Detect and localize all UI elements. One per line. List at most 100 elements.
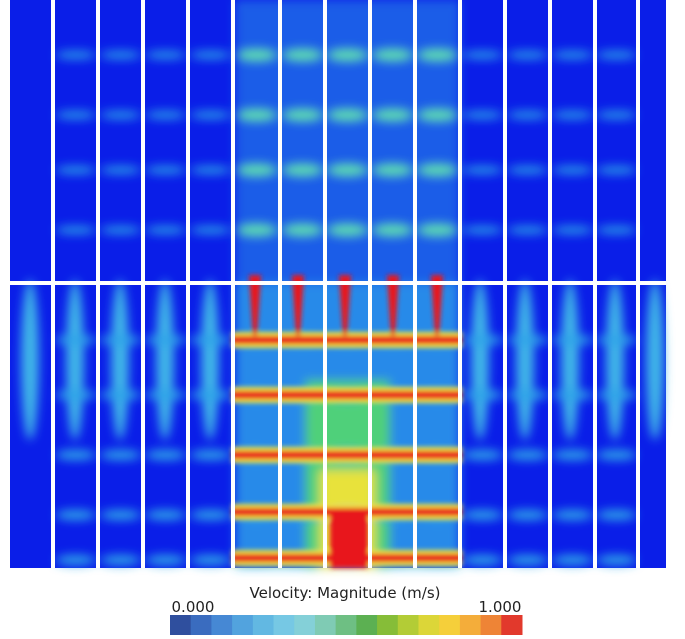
streak — [145, 226, 186, 234]
streak — [55, 226, 96, 234]
colorbar-max: 1.000 — [479, 598, 522, 616]
streak — [596, 51, 637, 59]
streak — [55, 555, 96, 565]
streak — [552, 166, 593, 174]
streak — [327, 224, 368, 236]
streak — [462, 335, 503, 345]
streak — [236, 164, 277, 176]
jet-hot — [339, 275, 351, 335]
colorbar-swatch — [294, 615, 316, 635]
colorbar — [170, 615, 523, 635]
streak — [100, 166, 141, 174]
streak — [372, 224, 413, 236]
colorbar-swatch — [273, 615, 295, 635]
streak — [327, 49, 368, 61]
streak — [100, 51, 141, 59]
streak — [145, 390, 186, 400]
jet — [66, 280, 84, 440]
streak — [190, 335, 231, 345]
band — [232, 391, 462, 399]
streak — [282, 109, 323, 121]
colorbar-swatch — [314, 615, 337, 635]
streak — [372, 164, 413, 176]
streak — [190, 555, 231, 565]
streak — [596, 166, 637, 174]
streak — [100, 555, 141, 565]
streak — [190, 111, 231, 119]
colorbar-min: 0.000 — [172, 598, 215, 616]
jet — [516, 280, 534, 440]
streak — [55, 390, 96, 400]
jet-hot — [387, 275, 399, 335]
streak — [507, 51, 548, 59]
streak — [327, 109, 368, 121]
streak — [145, 335, 186, 345]
band — [232, 508, 462, 516]
streak — [417, 224, 458, 236]
streak — [282, 224, 323, 236]
streak — [190, 226, 231, 234]
streak — [462, 226, 503, 234]
streak — [552, 390, 593, 400]
jet — [606, 280, 624, 440]
streak — [327, 164, 368, 176]
colorbar-swatch — [170, 615, 192, 635]
jet — [156, 280, 174, 440]
streak — [507, 166, 548, 174]
jet-hot — [249, 275, 261, 335]
jet-hot — [431, 275, 443, 335]
jet — [111, 280, 129, 440]
streak — [417, 49, 458, 61]
streak — [552, 510, 593, 520]
jet-hot — [292, 275, 304, 335]
streak — [462, 510, 503, 520]
colorbar-swatch — [480, 615, 502, 635]
band — [232, 451, 462, 459]
colorbar-swatch — [335, 615, 357, 635]
colorbar-swatch — [252, 615, 275, 635]
streak — [462, 450, 503, 460]
streak — [55, 335, 96, 345]
streak — [372, 49, 413, 61]
streak — [145, 450, 186, 460]
streak — [507, 390, 548, 400]
jet — [561, 280, 579, 440]
streak — [552, 51, 593, 59]
colorbar-swatch — [501, 615, 523, 635]
colorbar-swatch — [190, 615, 212, 635]
streak — [552, 335, 593, 345]
streak — [55, 510, 96, 520]
streak — [145, 166, 186, 174]
streak — [507, 111, 548, 119]
streak — [552, 226, 593, 234]
streak — [372, 109, 413, 121]
streak — [100, 111, 141, 119]
colorbar-swatch — [232, 615, 254, 635]
colorbar-swatch — [397, 615, 419, 635]
jet — [646, 280, 664, 440]
flow-hot — [232, 275, 462, 568]
streak — [282, 49, 323, 61]
streak — [462, 555, 503, 565]
streak — [596, 510, 637, 520]
streak — [55, 166, 96, 174]
streak — [552, 111, 593, 119]
streak — [55, 450, 96, 460]
streak — [145, 510, 186, 520]
streak — [236, 109, 277, 121]
jet-base — [330, 515, 368, 568]
streak — [596, 111, 637, 119]
velocity-contour — [10, 0, 666, 568]
grid-bar — [10, 281, 666, 285]
band — [232, 336, 462, 344]
streak — [100, 510, 141, 520]
colorbar-swatch — [377, 615, 399, 635]
streak — [145, 51, 186, 59]
streak — [100, 226, 141, 234]
streak — [236, 49, 277, 61]
streak — [462, 51, 503, 59]
colorbar-swatch — [356, 615, 378, 635]
streak — [462, 166, 503, 174]
streak — [145, 111, 186, 119]
